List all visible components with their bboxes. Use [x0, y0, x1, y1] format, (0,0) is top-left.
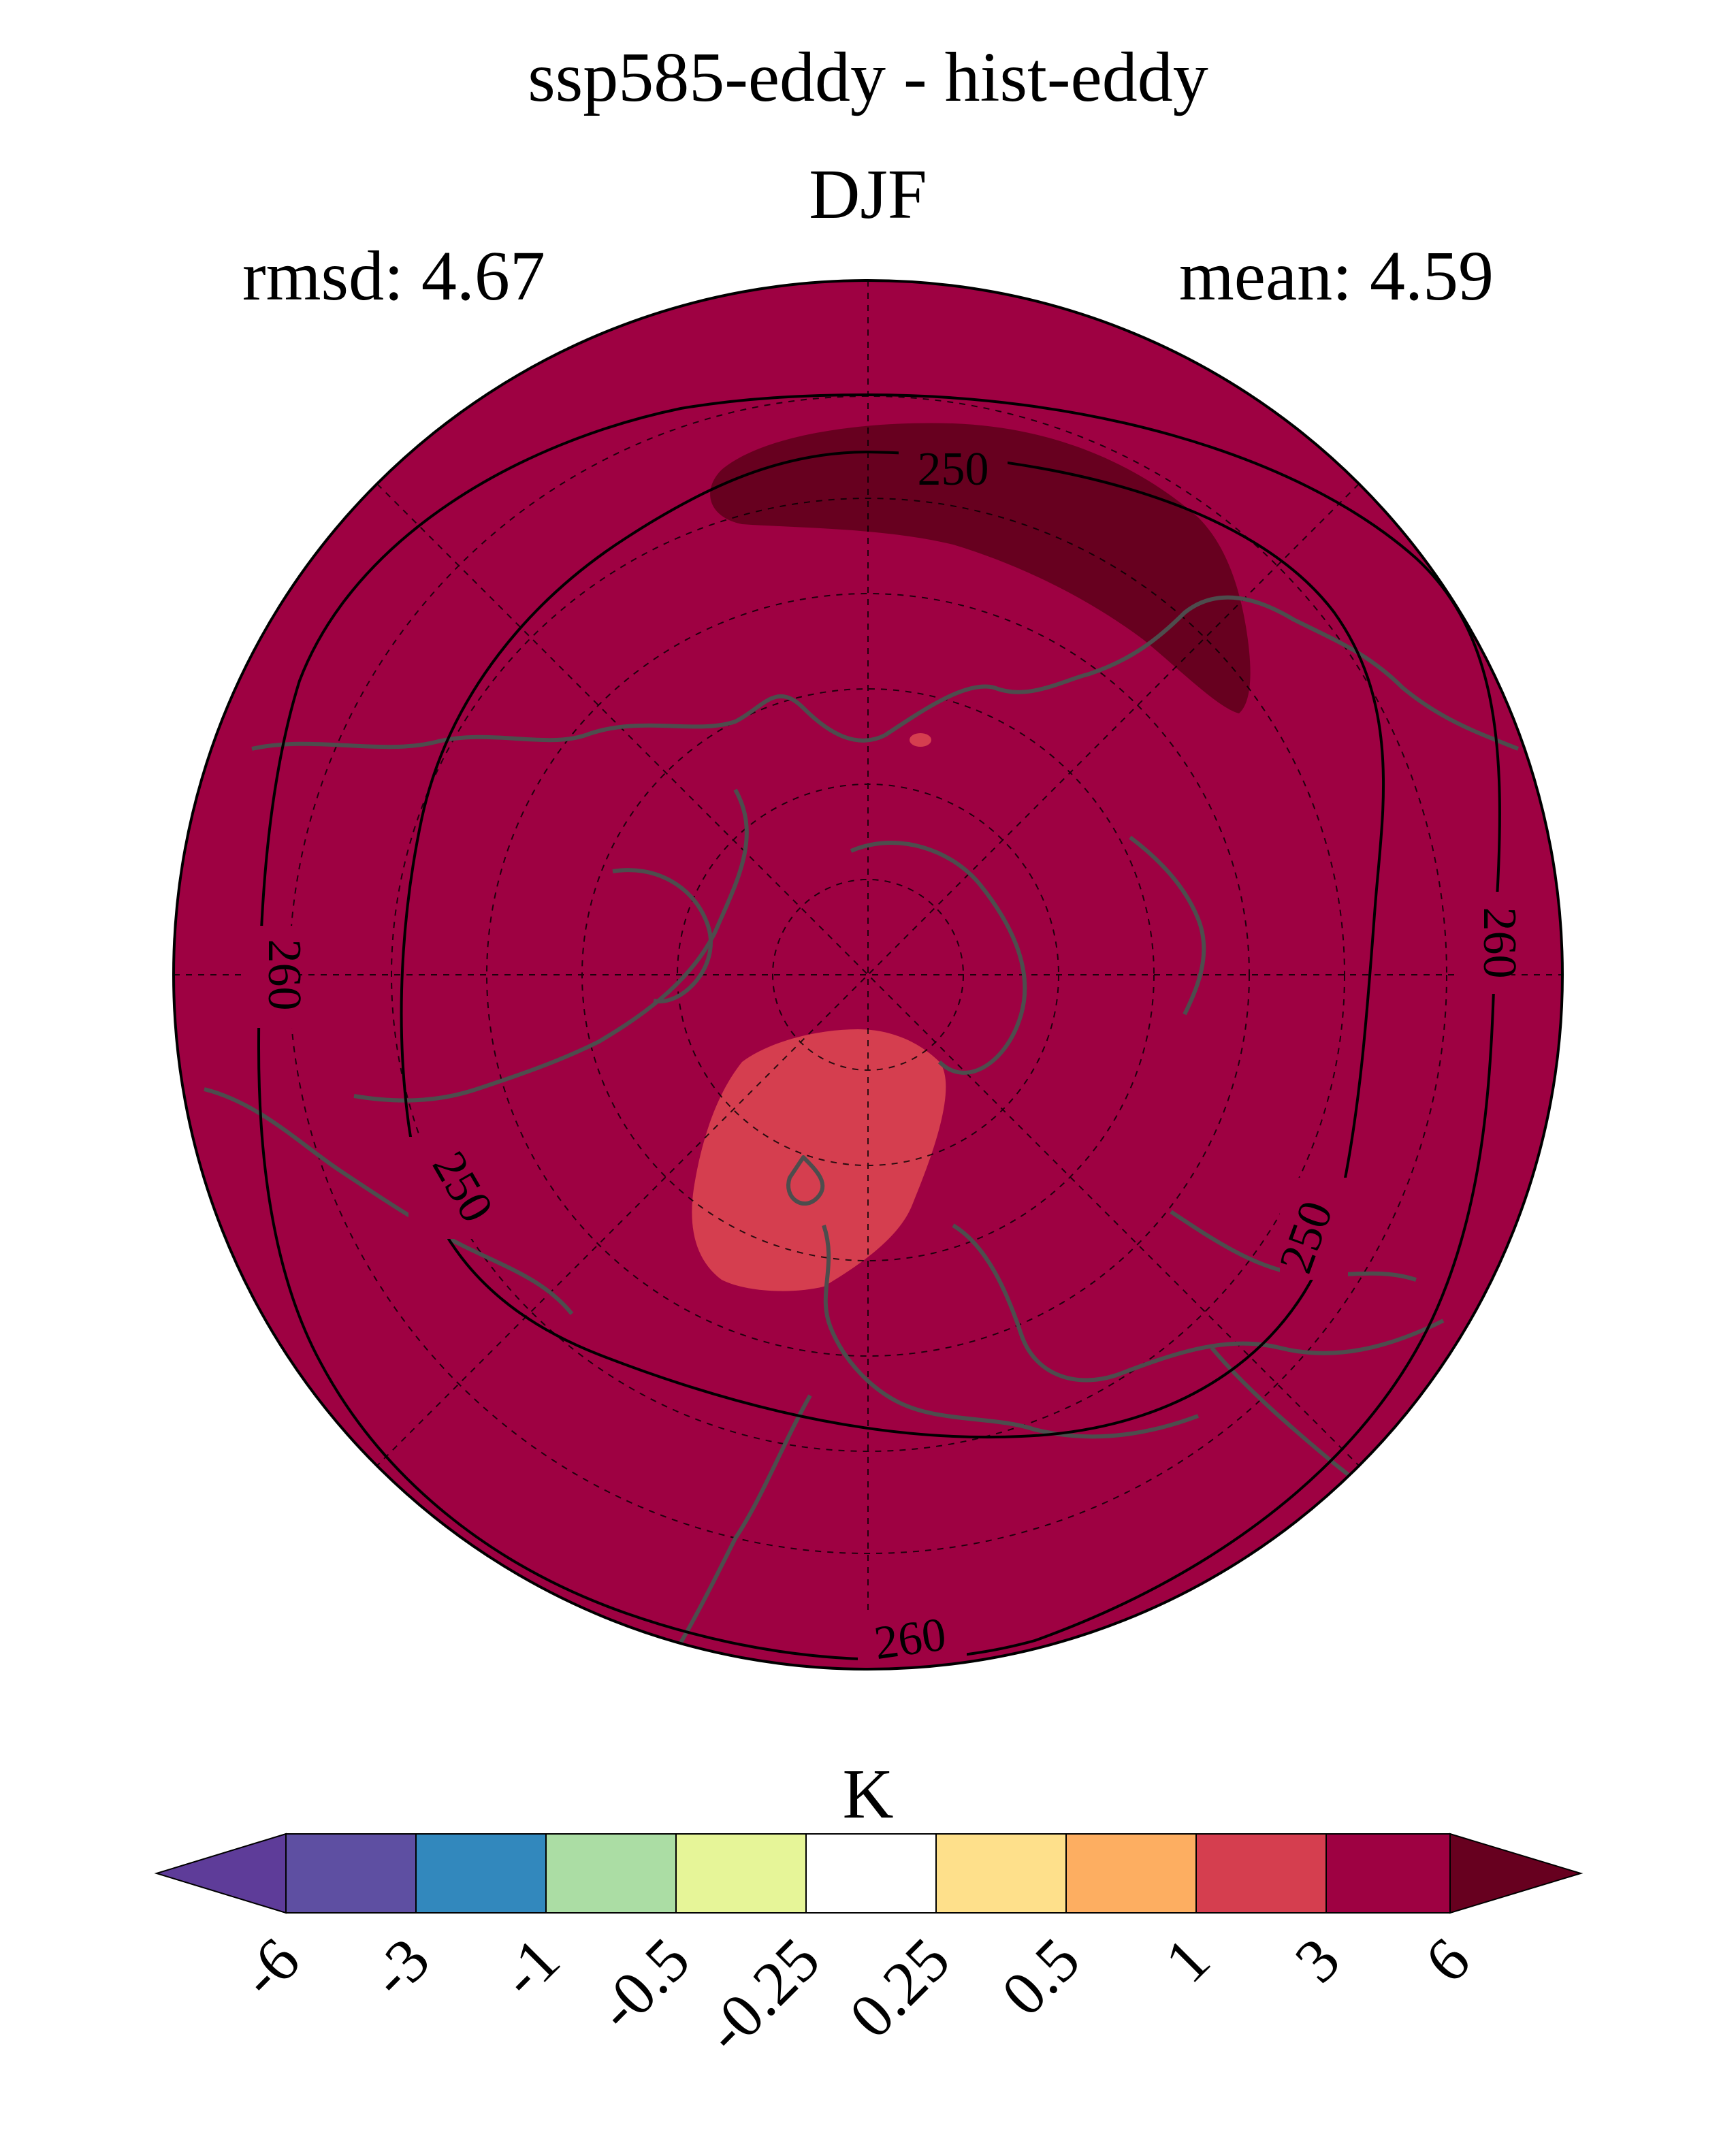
- colorbar-extend-low: [154, 1833, 287, 1914]
- colorbar: [154, 1833, 1584, 1914]
- figure-title: ssp585-eddy - hist-eddy: [528, 38, 1208, 116]
- rmsd-label: rmsd: 4.67: [242, 237, 545, 315]
- colorbar-tick: -3: [357, 1924, 443, 2010]
- colorbar-bin: [415, 1833, 547, 1914]
- anomaly-patch-small: [910, 733, 931, 747]
- colorbar-extend-high: [1449, 1833, 1584, 1914]
- colorbar-bin: [935, 1833, 1067, 1914]
- mean-label: mean: 4.59: [1178, 237, 1494, 315]
- contour-label-260-right: 260: [1473, 907, 1526, 979]
- colorbar-bin: [1065, 1833, 1197, 1914]
- colorbar-tick: 3: [1281, 1924, 1353, 1996]
- colorbar-bin: [545, 1833, 677, 1914]
- anomaly-region-dark: [710, 423, 1251, 713]
- colorbar-tick: -0.25: [692, 1924, 833, 2066]
- colorbar-bin: [1195, 1833, 1327, 1914]
- contour-lines: [257, 393, 1501, 1661]
- colorbar-unit-label: K: [842, 1755, 894, 1833]
- colorbar-tick: -0.5: [583, 1924, 703, 2044]
- contour-label-260-bottom: 260: [871, 1608, 950, 1670]
- season-label: DJF: [809, 155, 927, 233]
- colorbar-bin: [1325, 1833, 1451, 1914]
- colorbar-tick: -1: [487, 1924, 573, 2010]
- graticule: [174, 280, 1562, 1669]
- map-border: [172, 279, 1564, 1671]
- colorbar-tick: 0.5: [988, 1924, 1093, 2029]
- contour-label-250-top: 250: [918, 443, 989, 496]
- colorbar-bin: [675, 1833, 807, 1914]
- coastlines: [204, 595, 1520, 1656]
- colorbar-bin: [805, 1833, 937, 1914]
- contour-label-260-left: 260: [258, 939, 310, 1011]
- anomaly-region-red: [692, 1029, 946, 1291]
- colorbar-bin: [285, 1833, 417, 1914]
- colorbar-tick: 1: [1151, 1924, 1223, 1996]
- colorbar-tick: -6: [227, 1924, 312, 2010]
- colorbar-tick: 6: [1411, 1924, 1483, 1996]
- colorbar-tick: 0.25: [836, 1924, 963, 2051]
